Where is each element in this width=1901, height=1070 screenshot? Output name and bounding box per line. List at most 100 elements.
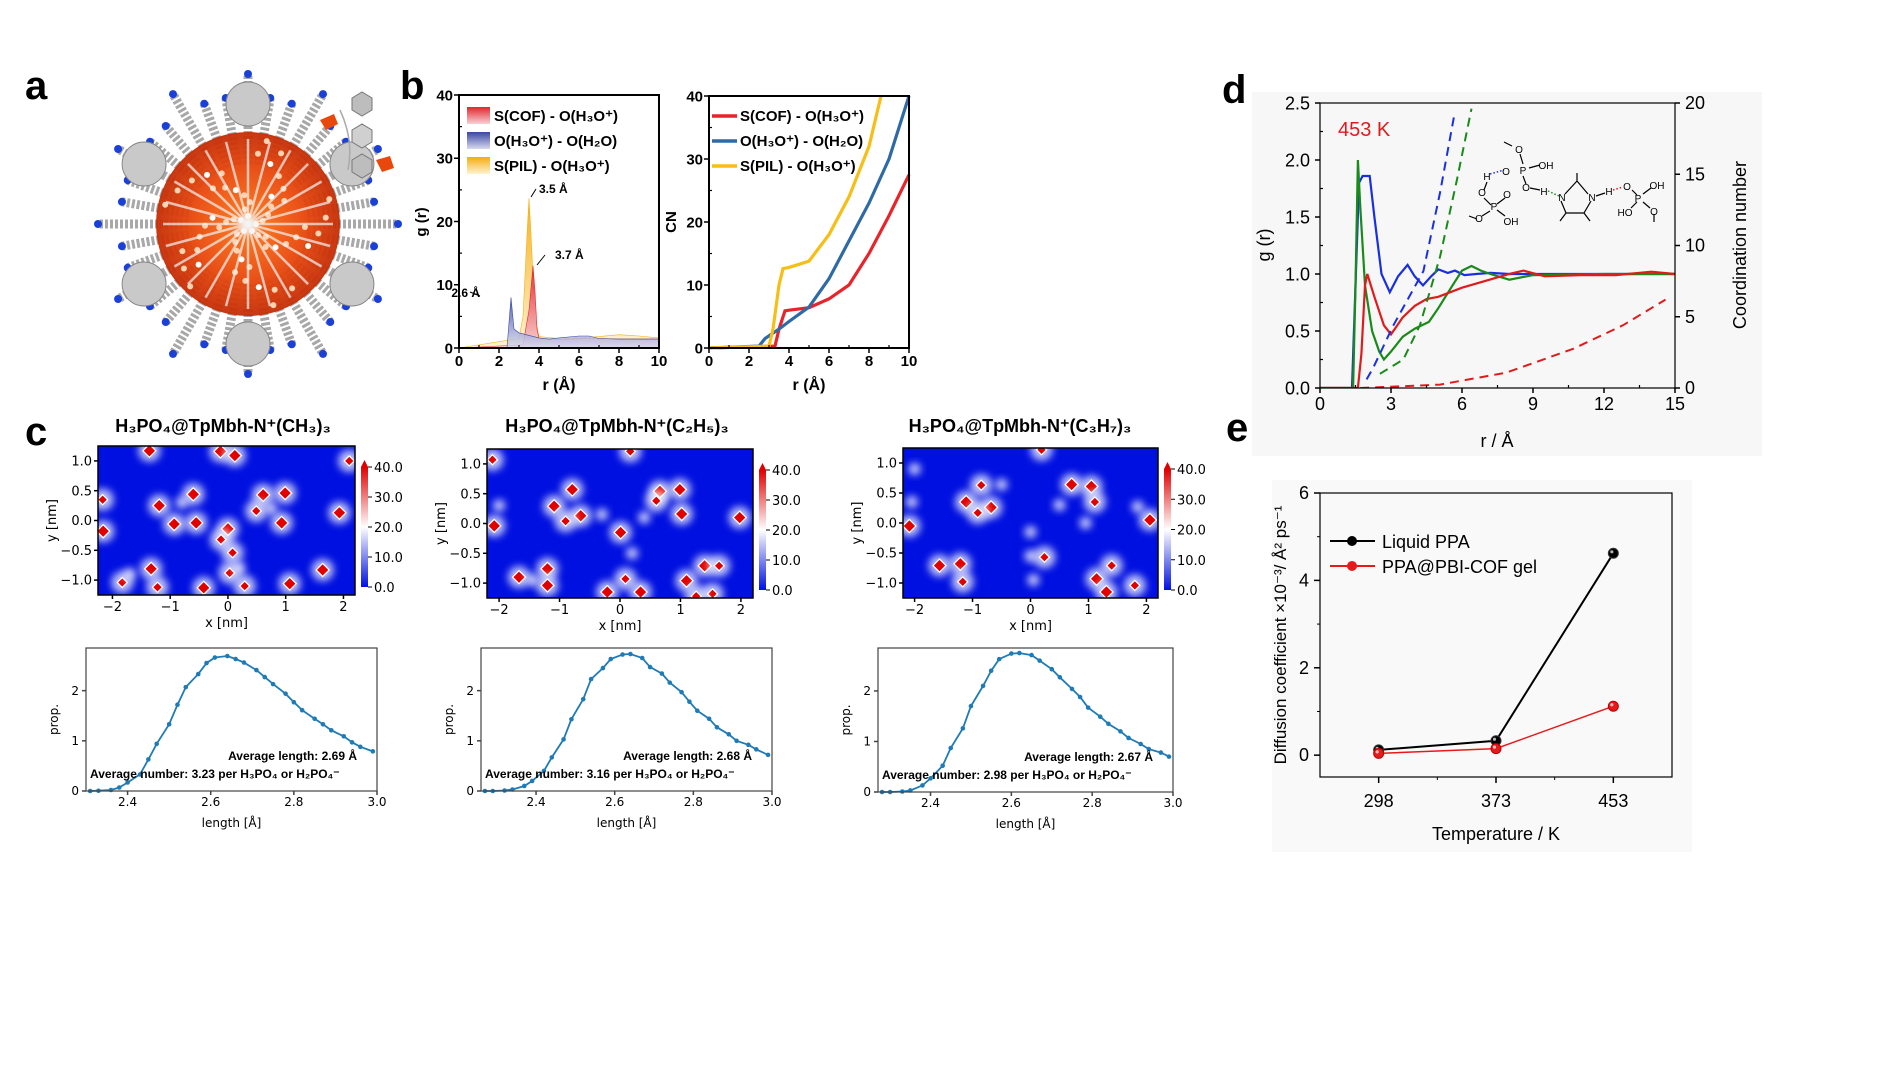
x-tick-label: 2.4 bbox=[527, 795, 546, 809]
hotspot bbox=[1105, 559, 1118, 572]
x-tick-label: 0 bbox=[616, 603, 624, 618]
h-bond-blue bbox=[1489, 169, 1505, 175]
distribution-point bbox=[291, 699, 297, 705]
hotspot-glow bbox=[638, 511, 651, 524]
atom bbox=[278, 150, 285, 157]
hotspot bbox=[250, 505, 263, 517]
y-tick-label: 0 bbox=[466, 784, 474, 798]
panel-d-axes: 0 3 6 9 12 15 0.0 0.5 1.0 1.5 2.0 2.5 bbox=[1285, 93, 1685, 414]
legend-swatch bbox=[467, 157, 490, 174]
x-tick-label: 453 bbox=[1598, 791, 1628, 811]
y-tick-label: 30 bbox=[436, 151, 453, 168]
x-tick-label: 298 bbox=[1364, 791, 1394, 811]
distribution-point bbox=[1057, 675, 1063, 680]
distribution-point bbox=[659, 671, 665, 676]
colorbar-gradient bbox=[1164, 469, 1171, 590]
diffusion-point bbox=[1607, 700, 1619, 712]
x-tick-label: 2 bbox=[737, 603, 745, 618]
hotspot bbox=[953, 556, 968, 572]
y-tick-label: 10 bbox=[686, 277, 703, 294]
colorbar-tick-label: 20.0 bbox=[1177, 524, 1206, 539]
annotation-arrow bbox=[469, 188, 546, 297]
distribution-point bbox=[212, 655, 218, 660]
hotspot-glow bbox=[265, 502, 278, 515]
y-tick-label: −1.0 bbox=[60, 574, 92, 589]
distribution-point bbox=[1037, 658, 1042, 663]
right-axis: 0 5 10 15 20 bbox=[1675, 93, 1705, 398]
legend-marker bbox=[1347, 561, 1357, 571]
hotspot bbox=[282, 576, 298, 592]
distribution-point bbox=[639, 655, 645, 661]
hotspot bbox=[487, 518, 502, 534]
distribution-point bbox=[549, 755, 555, 760]
structure-atom-label: P bbox=[1520, 166, 1527, 177]
y-tick-label: 1.0 bbox=[460, 457, 481, 472]
hotspot bbox=[277, 485, 293, 501]
heatmap-3 bbox=[903, 448, 1158, 598]
y-tick-label: −0.5 bbox=[865, 547, 897, 562]
distribution-point bbox=[320, 721, 326, 727]
hotspot bbox=[215, 533, 227, 546]
hotspot bbox=[151, 581, 164, 594]
cn-line-series-2 bbox=[708, 95, 883, 350]
y-tick-label: 0.0 bbox=[71, 514, 92, 529]
distribution-point bbox=[166, 721, 172, 727]
chain-terminal bbox=[200, 340, 209, 349]
distribution-point bbox=[328, 727, 334, 733]
structure-atom-label: H bbox=[1540, 187, 1547, 198]
y-tick-label: 0.5 bbox=[71, 484, 92, 499]
distribution-point bbox=[137, 772, 143, 777]
x-tick-label: 1 bbox=[1084, 603, 1092, 618]
average-number-label: Average number: 2.98 per H₃PO₄ or H₂PO₄⁻ bbox=[882, 768, 1132, 782]
hotspot-glow bbox=[1024, 550, 1037, 562]
chain-backbone bbox=[246, 223, 292, 299]
panel-label-d: d bbox=[1222, 68, 1247, 112]
atom bbox=[233, 247, 240, 254]
distribution-point bbox=[341, 734, 347, 739]
chain-backbone bbox=[246, 141, 272, 225]
x-tick-label: 8 bbox=[865, 353, 873, 370]
hotspot bbox=[274, 515, 290, 531]
y-tick-label: 0 bbox=[445, 340, 453, 357]
x-axis-label: x [nm] bbox=[1009, 619, 1052, 634]
distribution-point bbox=[1069, 686, 1075, 692]
x-tick-label: 10 bbox=[901, 353, 918, 370]
peak-annotation: 2.6 Å bbox=[451, 285, 480, 300]
cn-dashed-line-4 bbox=[1379, 108, 1473, 375]
x-tick-label: 6 bbox=[825, 353, 833, 370]
distribution-point bbox=[254, 667, 259, 673]
x-tick-label: 4 bbox=[535, 353, 544, 370]
chain-backbone bbox=[187, 223, 249, 285]
atom bbox=[254, 150, 261, 157]
legend-label: O(H₃O⁺) - O(H₂O) bbox=[494, 133, 617, 150]
structure-atom-label: O bbox=[1522, 183, 1530, 194]
panel-label-e: e bbox=[1226, 406, 1249, 450]
framework-node bbox=[121, 141, 167, 187]
x-tick-label: 6 bbox=[575, 353, 583, 370]
colorbar-gradient bbox=[361, 467, 368, 587]
distribution-point bbox=[1158, 750, 1164, 755]
heatmap-title: H₃PO₄@TpMbh-N⁺(CH₃)₃ bbox=[115, 416, 331, 436]
heatmap-1 bbox=[98, 446, 355, 595]
framework-node bbox=[329, 261, 375, 307]
gr-area-series-0 bbox=[458, 198, 660, 349]
atom bbox=[267, 161, 274, 168]
hotspot bbox=[487, 453, 499, 466]
y-tick-label: 0 bbox=[1299, 745, 1309, 765]
hotspot bbox=[166, 516, 182, 532]
structure-atom-label: H bbox=[1483, 172, 1490, 183]
x-tick-label: 9 bbox=[1528, 394, 1538, 414]
legend-label: S(COF) - O(H₃O⁺) bbox=[494, 108, 618, 125]
atom bbox=[195, 261, 202, 268]
distribution-point bbox=[1138, 741, 1143, 747]
hotspot bbox=[540, 578, 555, 593]
x-tick-label: 2 bbox=[495, 353, 503, 370]
hotspot-glow bbox=[1053, 499, 1066, 511]
hotspot bbox=[975, 479, 988, 492]
hotspot bbox=[679, 573, 694, 589]
x-tick-label: 15 bbox=[1665, 394, 1685, 414]
structure-atom-label: O bbox=[1478, 188, 1486, 199]
hotspot-glow bbox=[1131, 500, 1144, 513]
hotspot bbox=[971, 506, 984, 519]
hotspot-glow bbox=[1027, 574, 1040, 586]
